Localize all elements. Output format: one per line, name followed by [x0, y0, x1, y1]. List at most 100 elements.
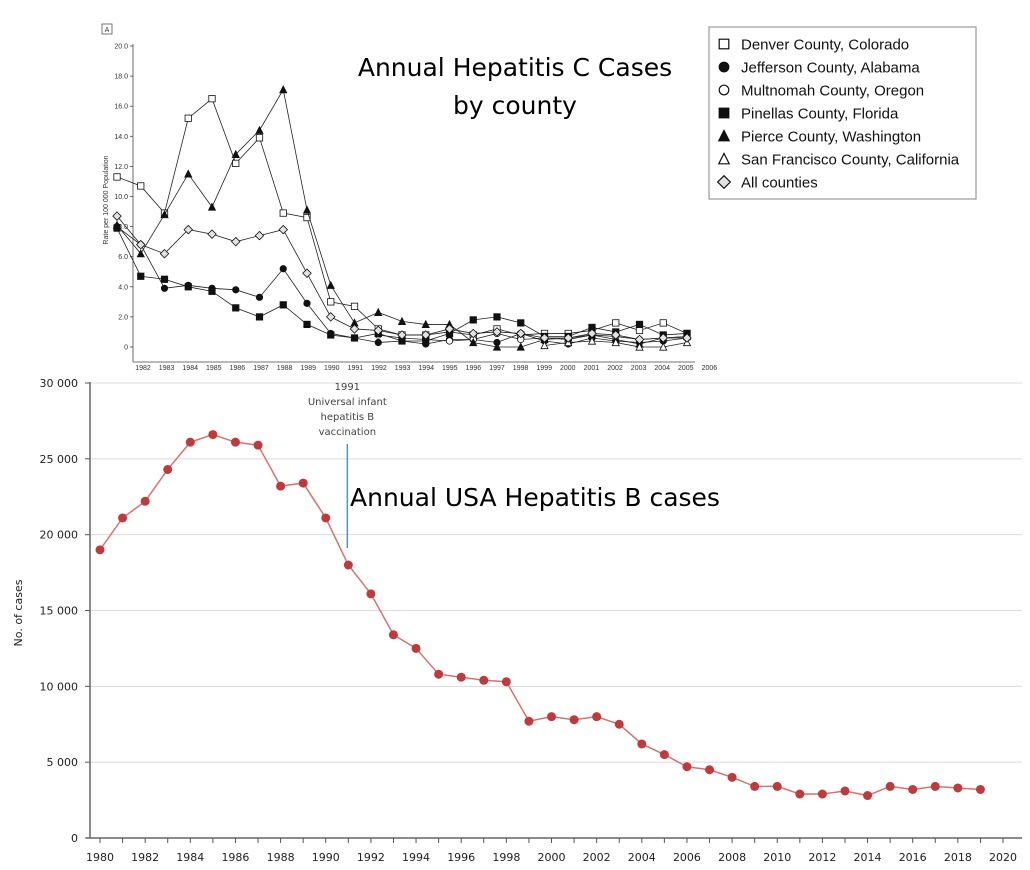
top-x-tick-label: 1988: [277, 365, 293, 372]
legend-marker: [718, 38, 730, 50]
top-data-point: [445, 337, 454, 345]
hepatitis-b-data-point: [140, 496, 150, 506]
top-data-point: [397, 316, 407, 326]
hepatitis-b-line: [99, 433, 981, 797]
top-data-point: [184, 169, 193, 178]
bottom-x-tick-label: 1988: [267, 851, 295, 864]
top-data-point: [208, 95, 216, 103]
legend-marker: [718, 84, 730, 96]
legend-marker: [717, 152, 731, 165]
top-data-point: [327, 331, 335, 339]
bottom-y-tick-label: 25 000: [40, 453, 79, 466]
bottom-x-tick-label: 1986: [221, 851, 249, 864]
bottom-y-tick-label: 30 000: [40, 377, 79, 390]
legend-marker-icon: [718, 107, 730, 119]
top-data-point: [350, 302, 359, 310]
hepatitis-b-data-point: [795, 789, 805, 799]
top-series-line: [116, 98, 688, 336]
legend-label: Denver County, Colorado: [741, 37, 909, 54]
top-data-point: [184, 283, 192, 291]
hepatitis-b-data-point: [366, 589, 376, 599]
top-data-point: [635, 320, 644, 329]
hepatitis-b-data-point: [253, 440, 263, 450]
top-y-tick-label: 4.0: [118, 284, 128, 291]
top-x-tick-label: 1999: [536, 365, 552, 372]
top-data-point: [232, 304, 240, 312]
bottom-x-tick-label: 2010: [763, 851, 791, 864]
legend-marker-icon: [717, 152, 731, 165]
bottom-x-tick-label: 2018: [944, 851, 972, 864]
top-y-tick-label: 2.0: [118, 314, 128, 321]
top-data-point: [634, 334, 645, 345]
top-series-pinellas-county-florida: [113, 224, 691, 345]
hepatitis-b-data-point: [276, 481, 286, 491]
top-data-point: [135, 239, 146, 250]
top-data-point: [659, 342, 668, 351]
hepatitis-c-chart: A 0 2.0 4.0 6.0 8.0 10.0 12.0 14.0 16.0 18.0 20.0 1…: [101, 23, 717, 373]
panel-label-box: [101, 23, 113, 35]
top-data-point: [279, 209, 287, 217]
top-data-point: [350, 334, 359, 342]
hepatitis-b-data-point: [637, 739, 647, 749]
top-x-tick-label: 1982: [135, 365, 151, 372]
bottom-x-tick-label: 2014: [854, 851, 882, 864]
bottom-x-tick-label: 1998: [492, 851, 520, 864]
top-chart-title: Annual Hepatitis C Cases: [358, 53, 672, 82]
legend-marker-icon: [718, 38, 730, 50]
top-data-point: [279, 265, 287, 273]
top-data-point: [302, 205, 312, 214]
bottom-x-tick-label: 2012: [808, 851, 836, 864]
top-data-point: [302, 268, 312, 279]
top-data-point: [587, 328, 597, 339]
top-data-point: [208, 287, 216, 295]
top-data-point: [612, 319, 620, 327]
top-axes: 0 2.0 4.0 6.0 8.0 10.0 12.0 14.0 16.0 18.0 20.0 198…: [114, 44, 717, 373]
top-data-point: [207, 202, 217, 211]
hepatitis-b-data-point: [817, 789, 827, 799]
top-data-point: [160, 275, 169, 283]
top-data-point: [136, 249, 145, 258]
bottom-y-tick-label: 5 000: [47, 756, 79, 769]
top-data-point: [160, 284, 169, 292]
top-data-point: [682, 333, 692, 343]
hepatitis-b-data-point: [524, 716, 534, 726]
top-data-point: [635, 326, 644, 335]
legend-marker: [716, 174, 732, 190]
panel-label: A: [105, 27, 110, 34]
top-x-tick-label: 1994: [418, 365, 434, 372]
hepatitis-b-data-point: [479, 675, 489, 685]
top-data-point: [349, 324, 360, 334]
legend-marker-icon: [718, 84, 730, 96]
top-x-tick-label: 2004: [654, 365, 670, 372]
legend-label: Jefferson County, Alabama: [741, 60, 920, 77]
top-data-point: [278, 224, 289, 235]
hepatitis-b-data-point: [750, 781, 760, 791]
hepatitis-b-chart: 0 5 000 10 000 15 000 20 000 25 000 30 000 1980…: [12, 377, 1022, 864]
hepatitis-b-data-point: [118, 513, 128, 523]
top-data-point: [113, 173, 121, 181]
top-x-tick-label: 1996: [466, 365, 482, 372]
bottom-x-tick-label: 2000: [538, 851, 566, 864]
hepatitis-b-data-point: [885, 781, 895, 791]
top-data-point: [160, 209, 169, 219]
hepatitis-b-data-point: [208, 430, 218, 440]
hepatitis-b-data-point: [501, 677, 511, 687]
top-x-tick-label: 1984: [182, 365, 198, 372]
top-data-point: [137, 182, 145, 190]
hepatitis-b-data-point: [163, 464, 173, 474]
legend-marker-icon: [718, 61, 730, 73]
top-data-point: [232, 286, 240, 294]
top-data-point: [468, 328, 479, 339]
bottom-x-tick-label: 1980: [86, 851, 114, 864]
hepatitis-b-data-point: [95, 545, 105, 555]
top-y-tick-label: 20.0: [114, 44, 128, 51]
top-x-tick-label: 1983: [159, 365, 175, 372]
top-data-point: [373, 325, 384, 336]
top-data-point: [279, 301, 287, 309]
bottom-axes: 0 5 000 10 000 15 000 20 000 25 000 30 000 1980…: [40, 377, 1022, 864]
hepatitis-b-data-point: [975, 784, 985, 794]
legend-label: All counties: [741, 175, 818, 192]
top-x-tick-label: 1997: [489, 365, 505, 372]
hepatitis-b-data-point: [772, 781, 782, 791]
hepatitis-b-data-point: [659, 750, 669, 760]
